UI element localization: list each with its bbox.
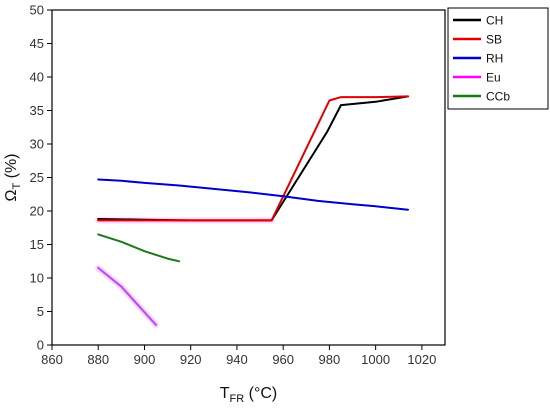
y-tick-label: 45: [30, 36, 44, 51]
y-axis-title: ΩT (%): [3, 153, 23, 201]
x-tick-label: 940: [226, 352, 248, 367]
series-line-rh: [97, 178, 409, 211]
y-tick-label: 25: [30, 170, 44, 185]
series-line-ccb: [97, 233, 181, 263]
series-layer: [95, 95, 409, 328]
series-line-unlabeled: [97, 266, 157, 326]
y-tick-label: 30: [30, 137, 44, 152]
plot-frame: [51, 9, 446, 346]
x-axis-title-main: T: [220, 385, 230, 402]
x-axis-title-unit: (°C): [244, 385, 277, 402]
y-axis-title-sub: T: [11, 183, 23, 190]
y-axis-title-unit: (%): [3, 153, 20, 182]
y-axis-title-main: Ω: [3, 190, 20, 202]
x-tick-label: 980: [319, 352, 341, 367]
y-tick-label: 50: [30, 3, 44, 18]
x-axis-title-sub: FR: [230, 393, 245, 405]
y-tick-label: 15: [30, 237, 44, 252]
plot-area: [51, 9, 446, 346]
legend-label-rh: RH: [486, 52, 503, 66]
x-tick-label: 960: [272, 352, 294, 367]
axes: 860 880 900 920 940 960 980 1000 1020 0 5 10 15 20 25 3…: [30, 3, 437, 368]
x-axis-title: TFR (°C): [220, 385, 278, 405]
x-tick-label: 900: [134, 352, 156, 367]
x-tick-label: 880: [87, 352, 109, 367]
legend-label-ccb: CCb: [486, 90, 510, 104]
x-tick-label: 920: [180, 352, 202, 367]
y-tick-label: 10: [30, 271, 44, 286]
legend: CH SB RH Eu CCb: [447, 7, 549, 110]
y-tick-label: 20: [30, 204, 44, 219]
legend-label-eu: Eu: [486, 71, 501, 85]
legend-label-sb: SB: [486, 33, 502, 47]
series-line-sb: [97, 95, 409, 222]
y-tick-label: 5: [37, 304, 44, 319]
y-tick-label: 35: [30, 103, 44, 118]
legend-label-ch: CH: [486, 14, 503, 28]
x-tick-label: 1000: [361, 352, 390, 367]
x-tick-label: 860: [41, 352, 63, 367]
y-tick-label: 0: [37, 338, 44, 353]
y-tick-label: 40: [30, 70, 44, 85]
x-tick-label: 1020: [407, 352, 436, 367]
